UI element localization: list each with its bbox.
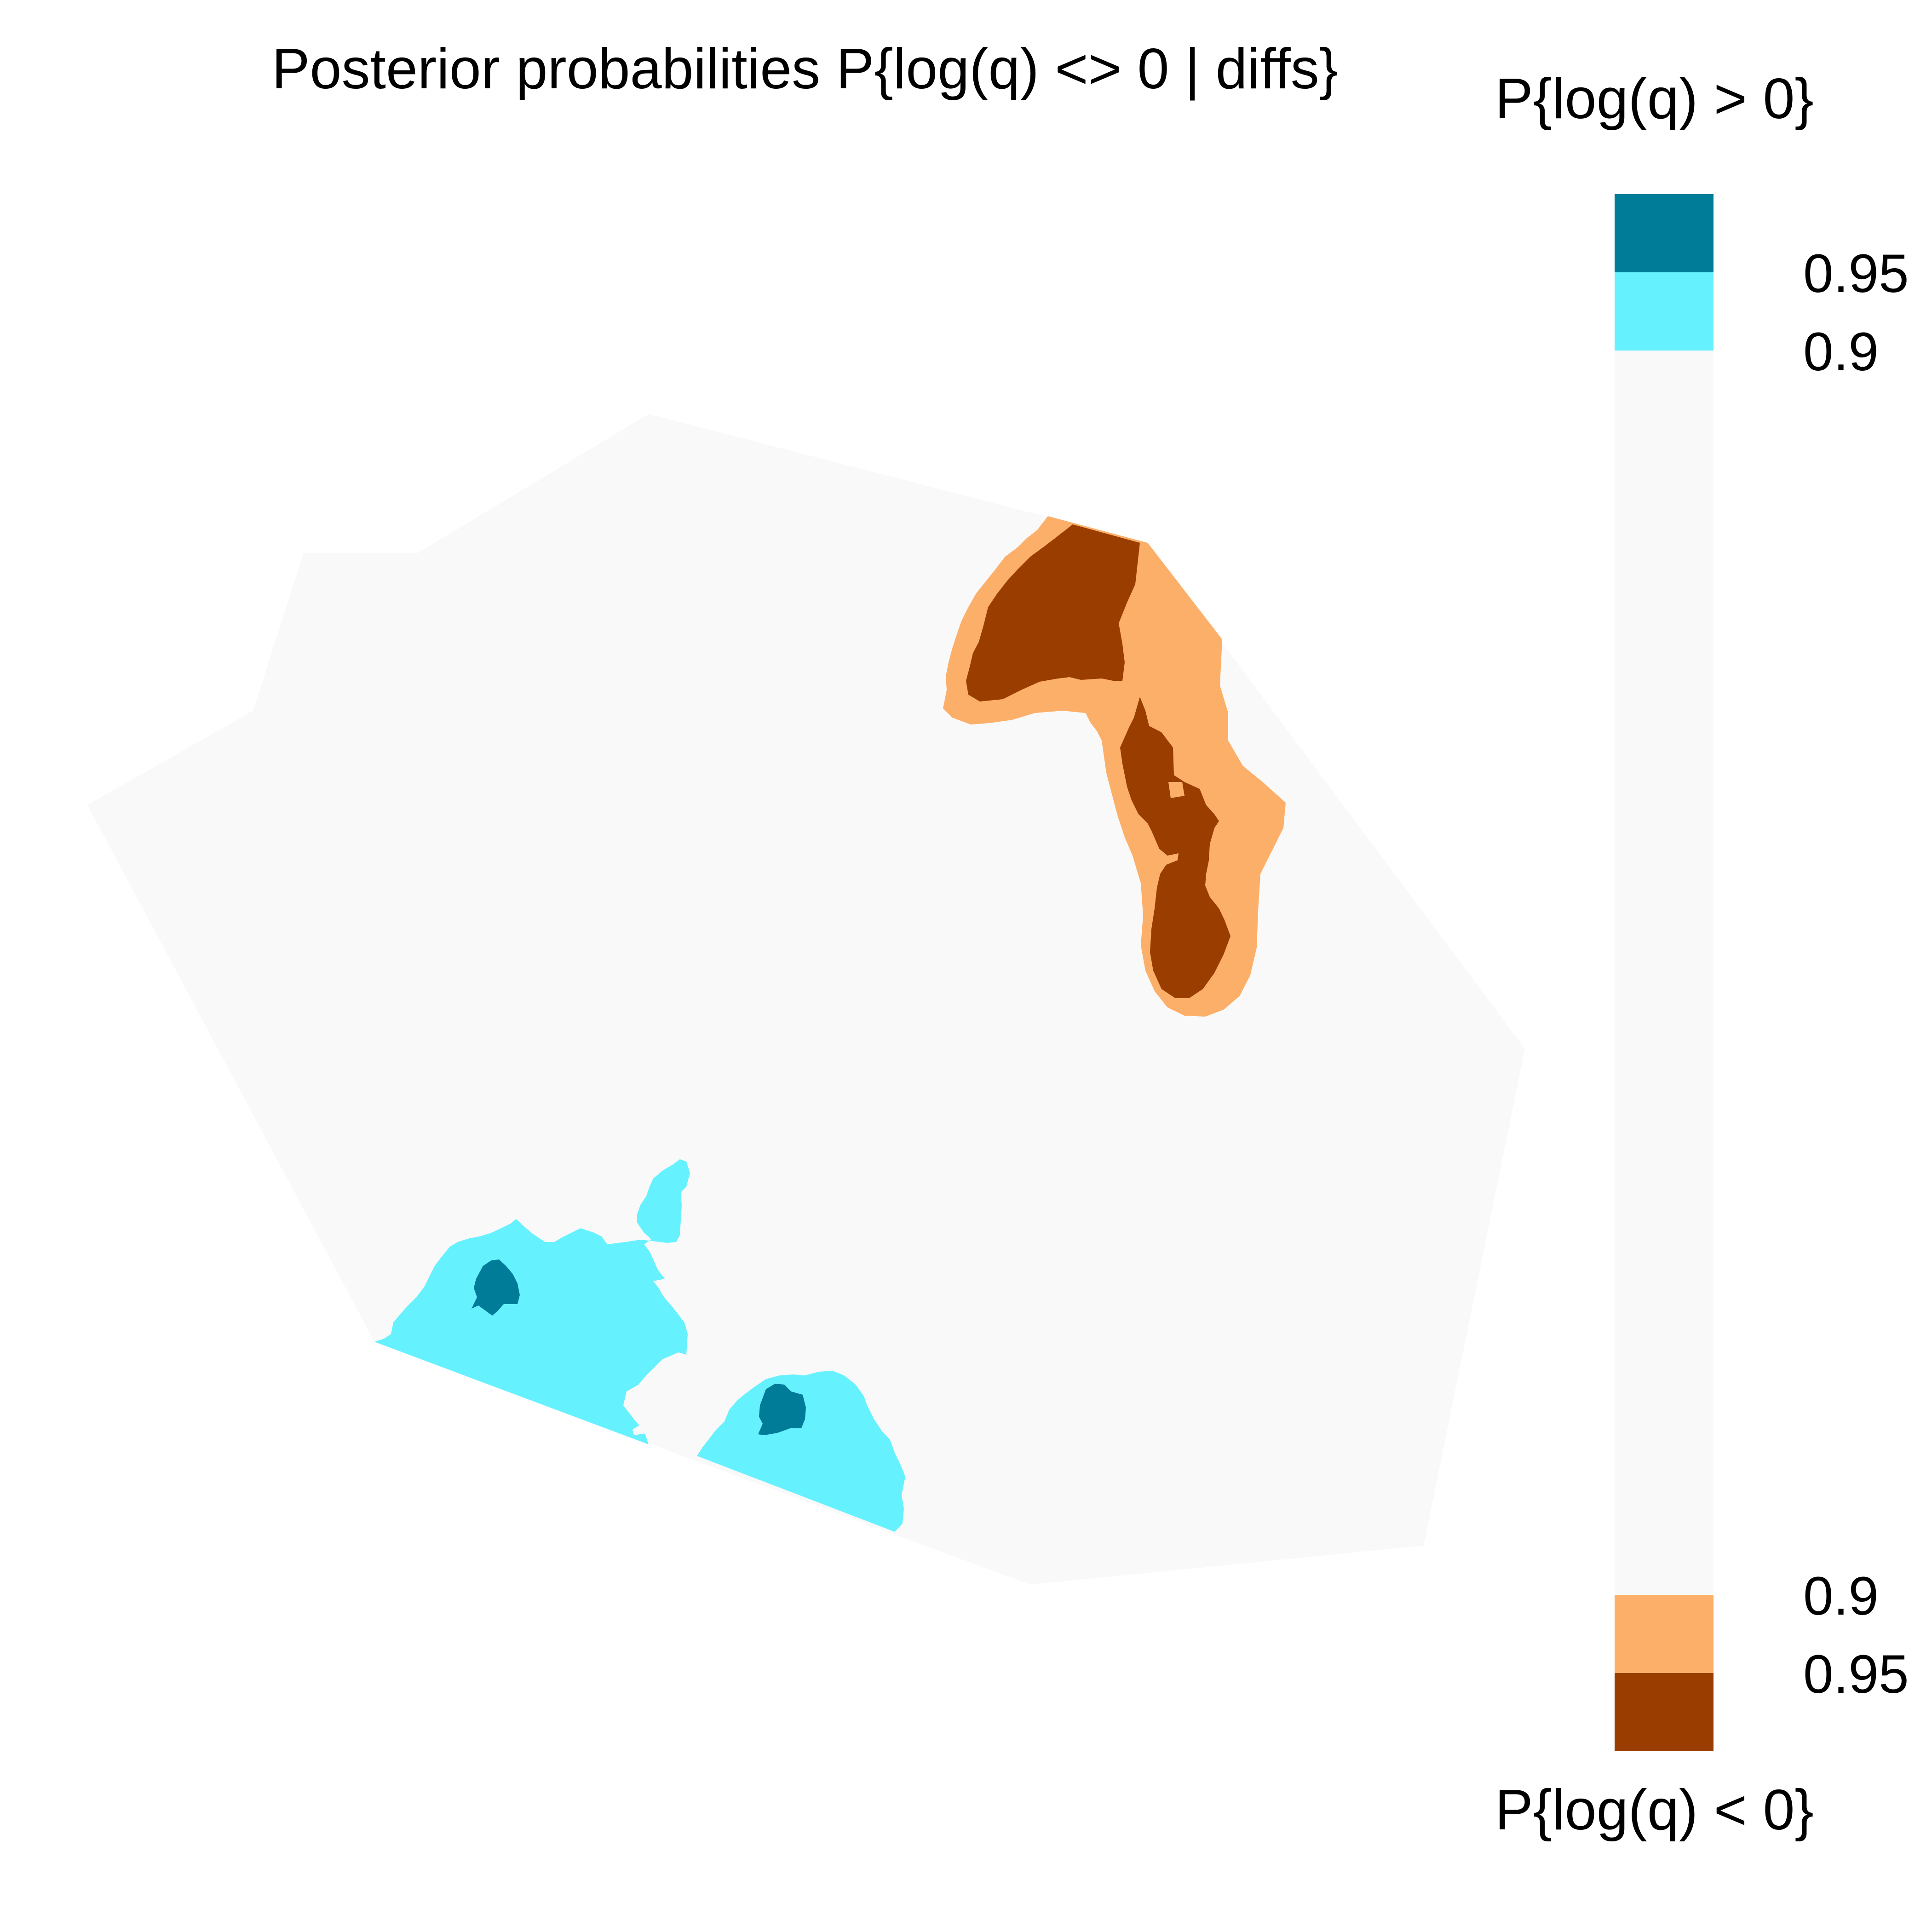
legend-top-title: P{log(q) > 0}	[1495, 67, 1814, 131]
legend-tick-top-1: 0.9	[1803, 322, 1879, 382]
region-south-west-weak	[374, 1159, 690, 1444]
legend-bin-neg-weak	[1615, 1595, 1714, 1673]
legend-tick-top-0: 0.95	[1803, 243, 1909, 304]
legend-bin-pos-weak	[1615, 272, 1714, 351]
region-north-east-strong-lower	[1120, 697, 1230, 998]
region-south-west-strong	[472, 1259, 520, 1316]
region-south-west-gap	[632, 1424, 649, 1435]
region-south-center-weak	[697, 1371, 905, 1532]
legend-bin-pos-strong	[1615, 194, 1714, 272]
legend-tick-bottom-1: 0.95	[1803, 1644, 1909, 1705]
chart-title: Posterior probabilities P{log(q) <> 0 | …	[271, 37, 1339, 101]
legend-bin-neg-strong	[1615, 1673, 1714, 1751]
region-north-east-strong-upper	[966, 524, 1140, 702]
legend-bottom-title: P{log(q) < 0}	[1495, 1778, 1814, 1842]
region-south-center-strong	[758, 1384, 806, 1435]
legend-tick-bottom-0: 0.9	[1803, 1566, 1879, 1627]
legend-bin-neutral	[1615, 351, 1714, 1595]
region-north-east-gap	[1168, 782, 1184, 798]
